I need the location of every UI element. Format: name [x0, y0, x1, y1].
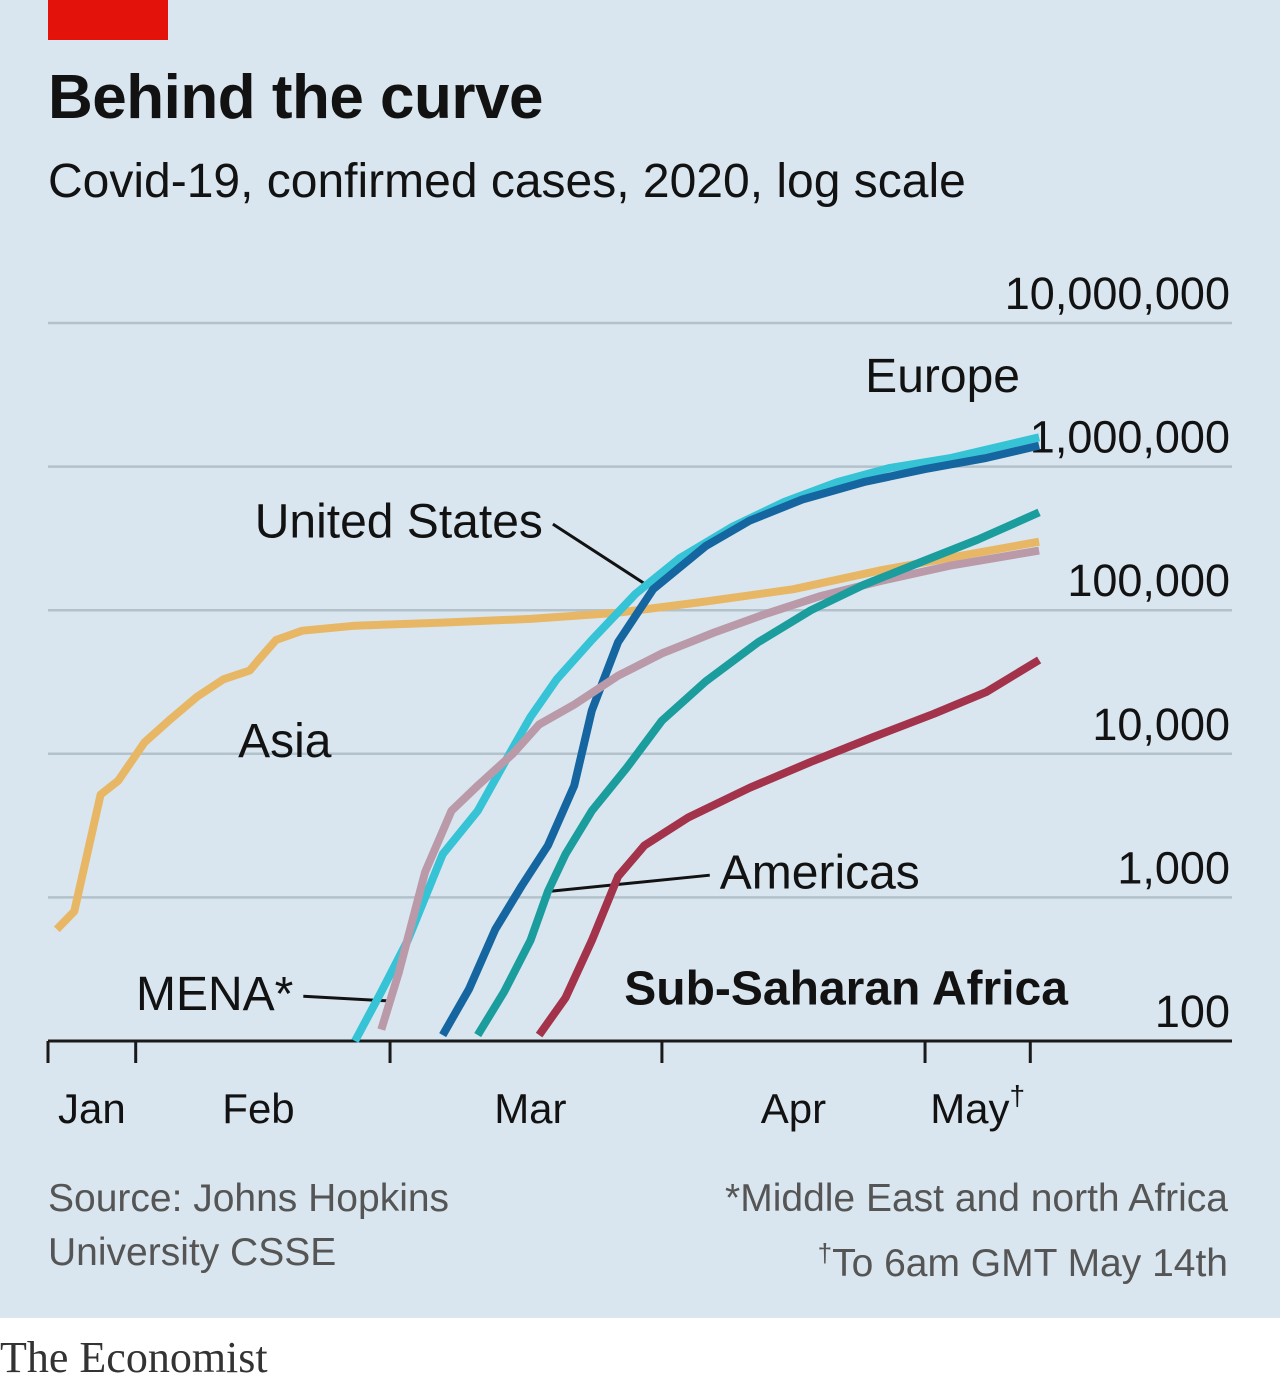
- series-line-europe: [351, 433, 1041, 1043]
- series-line-americas: [474, 508, 1041, 1038]
- series-label-sub-saharan-africa: Sub-Saharan Africa: [624, 962, 1068, 1015]
- x-tick-label: Mar: [494, 1085, 566, 1132]
- y-axis: 10,000,000 1,000,000 100,000 10,000 1,000 100: [1005, 268, 1230, 1037]
- series-label-mena: MENA*: [136, 968, 293, 1021]
- x-tick-label: May†: [930, 1080, 1025, 1132]
- y-tick-label: 10,000: [1092, 699, 1230, 750]
- connector-united-states: [552, 522, 654, 591]
- footnote-date: †To 6am GMT May 14th: [725, 1226, 1228, 1291]
- connector-americas: [547, 873, 710, 893]
- series-line-united-states: [439, 441, 1041, 1038]
- series-line-asia: [53, 537, 1040, 933]
- x-tick-label-dagger: †: [1010, 1080, 1026, 1111]
- chart-title: Behind the curve: [48, 63, 544, 132]
- economist-logo: The Economist: [0, 1333, 268, 1382]
- chart-panel: [0, 0, 1280, 1318]
- footnote-mena: *Middle East and north Africa: [725, 1177, 1228, 1220]
- gridlines: [48, 321, 1232, 1043]
- x-tick-label: Feb: [222, 1085, 294, 1132]
- x-tick-label: Jan: [58, 1085, 126, 1132]
- dagger-mark: †: [817, 1238, 833, 1268]
- economist-red-tag: [48, 0, 168, 40]
- series-lines: [53, 433, 1042, 1043]
- series-label-united-states: United States: [255, 496, 543, 549]
- series-labels: Asia Europe United States MENA* Americas Sub-…: [136, 350, 1068, 1021]
- source-line-1: Source: Johns Hopkins: [48, 1177, 450, 1220]
- source-line-2: University CSSE: [48, 1231, 337, 1274]
- chart-subtitle: Covid-19, confirmed cases, 2020, log sca…: [48, 155, 966, 208]
- line-chart: 10,000,000 1,000,000 100,000 10,000 1,000 100…: [46, 268, 1232, 1132]
- series-label-europe: Europe: [865, 350, 1020, 403]
- y-tick-label: 10,000,000: [1005, 268, 1230, 319]
- series-line-sub-saharan-africa: [535, 656, 1042, 1038]
- source-note: Source: Johns Hopkins University CSSE: [48, 1172, 449, 1280]
- y-tick-label: 100,000: [1067, 555, 1230, 606]
- x-tick-label: Apr: [761, 1085, 826, 1132]
- footnote-date-text: To 6am GMT May 14th: [832, 1242, 1228, 1285]
- series-label-americas: Americas: [720, 847, 920, 900]
- x-axis: Jan Feb Mar Apr May†: [46, 1041, 1032, 1132]
- y-tick-label: 1,000: [1117, 842, 1230, 893]
- y-tick-label: 100: [1155, 986, 1230, 1037]
- y-tick-label: 1,000,000: [1030, 412, 1230, 463]
- series-label-asia: Asia: [238, 715, 332, 768]
- footnotes: *Middle East and north Africa †To 6am GM…: [725, 1172, 1228, 1291]
